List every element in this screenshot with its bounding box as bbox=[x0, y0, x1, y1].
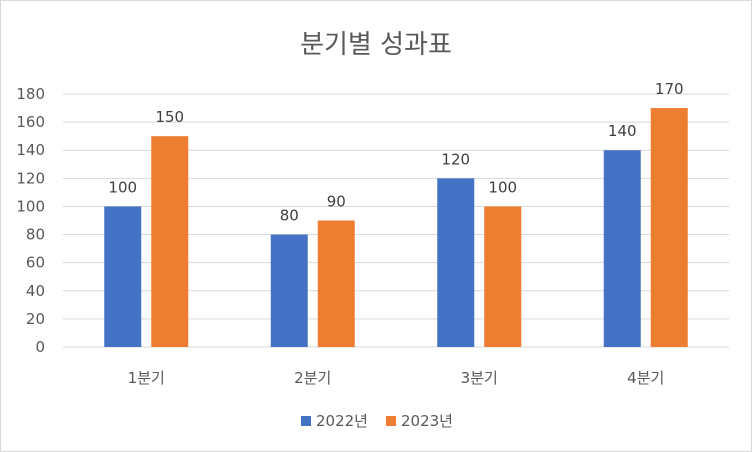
data-label: 90 bbox=[327, 193, 346, 211]
y-tick-label: 120 bbox=[16, 169, 45, 187]
data-label: 100 bbox=[108, 178, 137, 196]
y-tick-label: 160 bbox=[16, 113, 45, 131]
legend-swatch bbox=[386, 416, 396, 426]
chart-title: 분기별 성과표 bbox=[300, 30, 452, 60]
y-tick-label: 100 bbox=[16, 197, 45, 215]
bar-2022년-3분기 bbox=[437, 178, 475, 347]
data-label: 170 bbox=[655, 80, 684, 98]
y-axis-ticks: 0 20 40 60 80 100 120 140 160 180 bbox=[16, 85, 45, 356]
y-tick-label: 140 bbox=[16, 141, 45, 159]
bar-2023년-1분기 bbox=[151, 136, 189, 347]
y-tick-label: 0 bbox=[35, 338, 45, 356]
data-label: 100 bbox=[488, 178, 517, 196]
bar-2022년-1분기 bbox=[104, 206, 142, 347]
legend-swatch bbox=[301, 416, 311, 426]
legend-label: 2022년 bbox=[316, 412, 368, 430]
legend-label: 2023년 bbox=[401, 412, 453, 430]
y-tick-label: 80 bbox=[26, 226, 45, 244]
data-label: 80 bbox=[280, 207, 299, 225]
x-tick-label: 4분기 bbox=[627, 369, 664, 387]
legend: 2022년 2023년 bbox=[301, 412, 453, 430]
bar-2022년-2분기 bbox=[270, 234, 308, 347]
x-tick-label: 3분기 bbox=[461, 369, 498, 387]
data-label: 120 bbox=[441, 150, 470, 168]
y-tick-label: 60 bbox=[26, 254, 45, 272]
bars bbox=[104, 108, 688, 347]
bar-2022년-4분기 bbox=[603, 150, 641, 347]
bar-2023년-2분기 bbox=[317, 220, 355, 347]
bar-2023년-3분기 bbox=[484, 206, 522, 347]
x-tick-label: 1분기 bbox=[128, 369, 165, 387]
x-axis-ticks: 1분기 2분기 3분기 4분기 bbox=[128, 369, 665, 387]
data-label: 150 bbox=[155, 108, 184, 126]
y-tick-label: 40 bbox=[26, 282, 45, 300]
y-tick-label: 180 bbox=[16, 85, 45, 103]
data-labels: 100 150 80 90 120 100 140 170 bbox=[108, 80, 683, 225]
y-tick-label: 20 bbox=[26, 310, 45, 328]
bar-2023년-4분기 bbox=[650, 108, 688, 347]
x-tick-label: 2분기 bbox=[294, 369, 331, 387]
data-label: 140 bbox=[608, 122, 637, 140]
